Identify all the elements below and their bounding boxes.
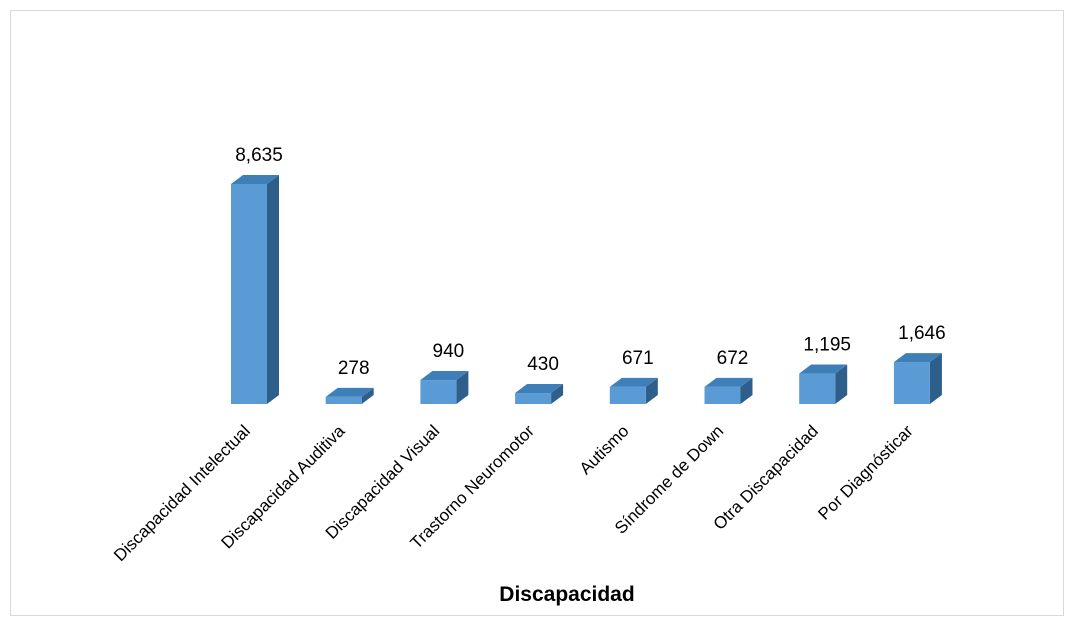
bar-top-face <box>704 377 753 387</box>
bar-front-face <box>325 396 362 404</box>
data-label-3: 940 <box>433 341 465 362</box>
bar-side-face <box>929 353 942 404</box>
bar-side-face <box>645 377 658 404</box>
bar-side-face <box>456 371 469 404</box>
bar-top-face <box>893 353 942 363</box>
bar-front-face <box>609 386 646 404</box>
bar-top-face <box>609 377 658 387</box>
bar-3 <box>420 371 469 404</box>
bar-4 <box>515 384 564 404</box>
bar-top-face <box>325 387 374 397</box>
category-label-5: Autismo <box>576 421 633 478</box>
bar-front-face <box>704 386 741 404</box>
bar-5 <box>609 377 658 404</box>
chart-frame <box>10 10 1064 616</box>
x-axis-title: Discapacidad <box>499 583 634 606</box>
bar-2 <box>325 387 374 404</box>
data-label-4: 430 <box>527 354 559 375</box>
bar-top-face <box>515 384 564 394</box>
bar-side-face <box>361 387 374 404</box>
data-label-1: 8,635 <box>235 145 283 166</box>
data-label-2: 278 <box>338 358 370 379</box>
category-label-7: Otra Discapacidad <box>710 421 822 533</box>
bar-top-face <box>420 371 469 381</box>
bar-front-face <box>420 380 457 404</box>
bars-layer <box>231 175 942 404</box>
bar-side-face <box>835 364 848 404</box>
bar-side-face <box>551 384 564 404</box>
data-labels-layer: 8,635 278 940 430 671 672 1,195 1,646 <box>235 145 945 379</box>
bar-7 <box>799 364 848 404</box>
data-label-7: 1,195 <box>803 335 851 356</box>
bar-front-face <box>231 184 267 404</box>
bar-6 <box>704 377 753 404</box>
bar-front-face <box>515 393 552 404</box>
data-label-6: 672 <box>717 348 749 369</box>
bar-front-face <box>893 362 930 404</box>
bar-side-face <box>267 175 279 404</box>
data-label-8: 1,646 <box>898 323 946 344</box>
bar-top-face <box>231 175 279 184</box>
bar-side-face <box>740 377 753 404</box>
category-label-8: Por Diagnósticar <box>814 421 917 524</box>
bar-1 <box>231 175 279 404</box>
bar-top-face <box>799 364 848 374</box>
bar-8 <box>893 353 942 404</box>
bar-front-face <box>799 373 836 404</box>
data-label-5: 671 <box>622 348 654 369</box>
